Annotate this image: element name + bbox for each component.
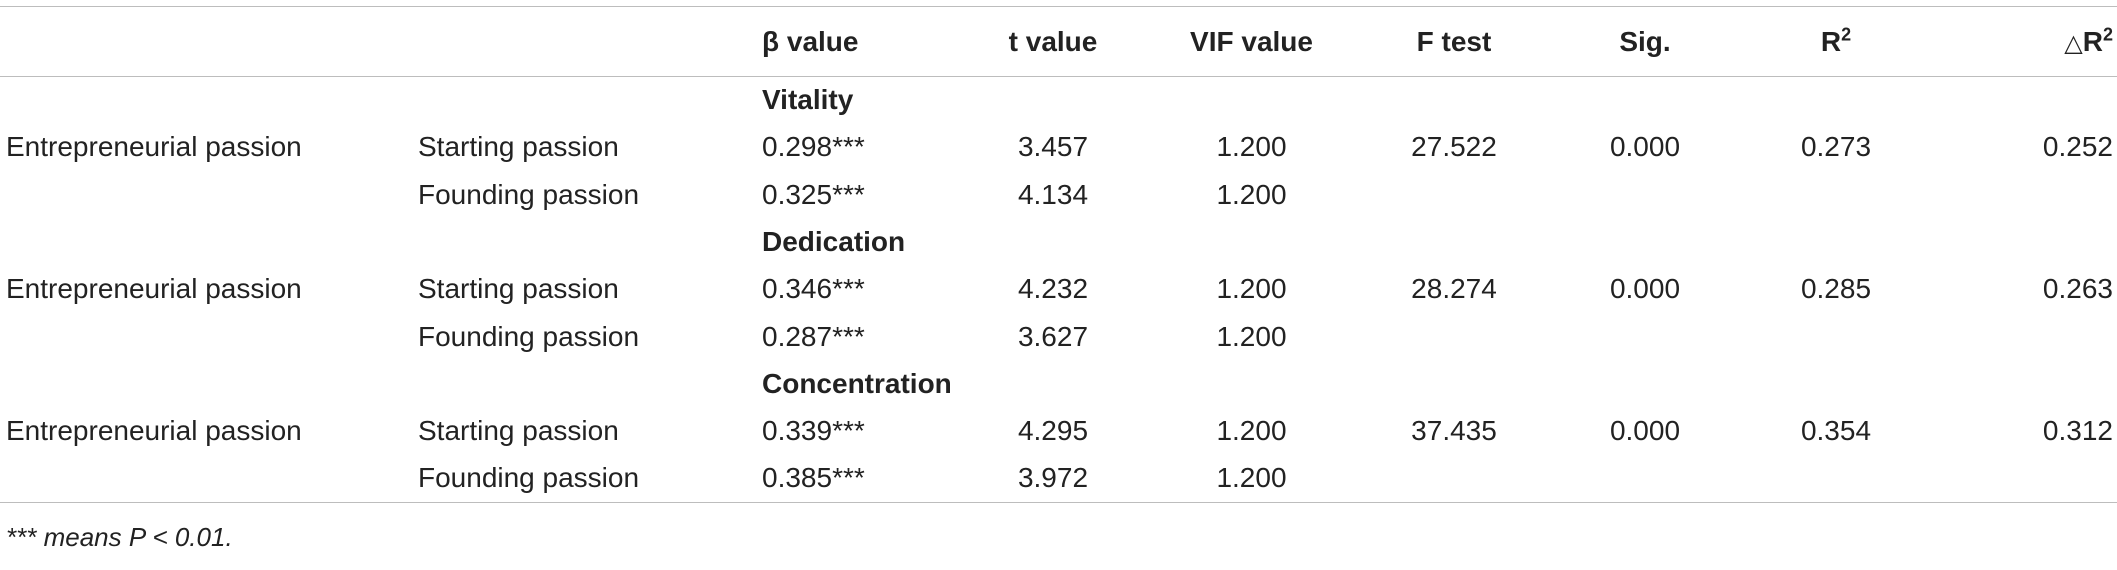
sig-value — [1549, 454, 1741, 503]
header-f: F test — [1359, 6, 1549, 77]
table-header: β value t value VIF value F test Sig. R2… — [0, 6, 2117, 77]
delta-r2-value — [1931, 454, 2117, 503]
section-row-concentration: Concentration — [0, 360, 2117, 407]
vif-value: 1.200 — [1216, 415, 1287, 447]
delta-symbol: △ — [2064, 29, 2083, 57]
vif-value: 1.200 — [1216, 131, 1287, 163]
t-value: 3.457 — [1017, 131, 1089, 163]
table-row: Entrepreneurial passion Starting passion… — [0, 266, 2117, 313]
header-dr2-sup: 2 — [2102, 24, 2113, 45]
header-empty-2 — [412, 6, 762, 77]
t-value: 4.232 — [1017, 273, 1089, 305]
f-value: 28.274 — [1411, 273, 1497, 305]
t-value: 4.295 — [1017, 415, 1089, 447]
header-r2-sup: 2 — [1841, 24, 1852, 45]
t-value: 3.972 — [962, 454, 1144, 503]
table-row: Founding passion 0.325*** 4.134 1.200 — [0, 171, 2117, 218]
beta-value: 0.339*** — [762, 415, 865, 447]
f-value — [1359, 171, 1549, 218]
r2-value — [1741, 454, 1931, 503]
beta-value: 0.298*** — [762, 131, 865, 163]
sig-value — [1549, 171, 1741, 218]
delta-r2-value: 0.263 — [2042, 273, 2113, 305]
predictor-name: Starting passion — [418, 273, 619, 305]
predictor-name: Starting passion — [418, 131, 619, 163]
beta-value: 0.346*** — [762, 273, 865, 305]
f-value — [1359, 313, 1549, 360]
header-r2: R2 — [1741, 6, 1931, 77]
section-label: Dedication — [762, 226, 906, 258]
beta-value: 0.287*** — [762, 320, 865, 352]
vif-value: 1.200 — [1216, 178, 1287, 210]
predictor-name: Starting passion — [418, 415, 619, 447]
delta-r2-value — [1931, 171, 2117, 218]
t-value: 3.627 — [1017, 320, 1089, 352]
header-sig: Sig. — [1549, 6, 1741, 77]
table-row: Founding passion 0.287*** 3.627 1.200 — [0, 313, 2117, 360]
header-beta: β value — [762, 6, 962, 77]
row-label: Entrepreneurial passion — [6, 273, 302, 305]
vif-value: 1.200 — [1216, 273, 1287, 305]
header-r2-base: R — [1820, 25, 1842, 57]
predictor-name: Founding passion — [412, 454, 762, 503]
sig-value — [1549, 313, 1741, 360]
header-delta-r2: △R2 — [1931, 6, 2117, 77]
section-row-dedication: Dedication — [0, 218, 2117, 265]
header-t: t value — [962, 6, 1144, 77]
vif-value: 1.200 — [1216, 320, 1287, 352]
sig-value: 0.000 — [1609, 131, 1681, 163]
row-label: Entrepreneurial passion — [6, 415, 302, 447]
section-label: Vitality — [762, 84, 854, 116]
beta-value: 0.385*** — [762, 454, 962, 503]
section-row-vitality: Vitality — [0, 77, 2117, 124]
beta-value: 0.325*** — [762, 178, 865, 210]
f-value — [1359, 454, 1549, 503]
delta-r2-value: 0.252 — [2042, 131, 2113, 163]
table-row: Entrepreneurial passion Starting passion… — [0, 124, 2117, 171]
predictor-name: Founding passion — [418, 320, 640, 352]
delta-r2-value — [1931, 313, 2117, 360]
t-value: 4.134 — [1017, 178, 1089, 210]
delta-r2-value: 0.312 — [2042, 415, 2113, 447]
table-footnote: *** means P < 0.01. — [6, 522, 233, 552]
r2-value — [1741, 171, 1931, 218]
header-dr2-base: R — [2082, 25, 2103, 57]
table-row: Entrepreneurial passion Starting passion… — [0, 408, 2117, 455]
r2-value: 0.354 — [1800, 415, 1872, 447]
table-row: Founding passion 0.385*** 3.972 1.200 — [0, 454, 2117, 503]
row-label: Entrepreneurial passion — [6, 131, 302, 163]
sig-value: 0.000 — [1609, 415, 1681, 447]
f-value: 27.522 — [1411, 131, 1497, 163]
table-body: Vitality Entrepreneurial passion Startin… — [0, 77, 2117, 503]
header-empty-1 — [0, 6, 412, 77]
header-row: β value t value VIF value F test Sig. R2… — [0, 6, 2117, 77]
r2-value — [1741, 313, 1931, 360]
regression-table: β value t value VIF value F test Sig. R2… — [0, 6, 2117, 503]
r2-value: 0.285 — [1800, 273, 1872, 305]
r2-value: 0.273 — [1800, 131, 1872, 163]
sig-value: 0.000 — [1609, 273, 1681, 305]
vif-value: 1.200 — [1144, 454, 1359, 503]
header-vif: VIF value — [1144, 6, 1359, 77]
predictor-name: Founding passion — [418, 178, 640, 210]
section-label: Concentration — [762, 367, 952, 399]
f-value: 37.435 — [1411, 415, 1497, 447]
